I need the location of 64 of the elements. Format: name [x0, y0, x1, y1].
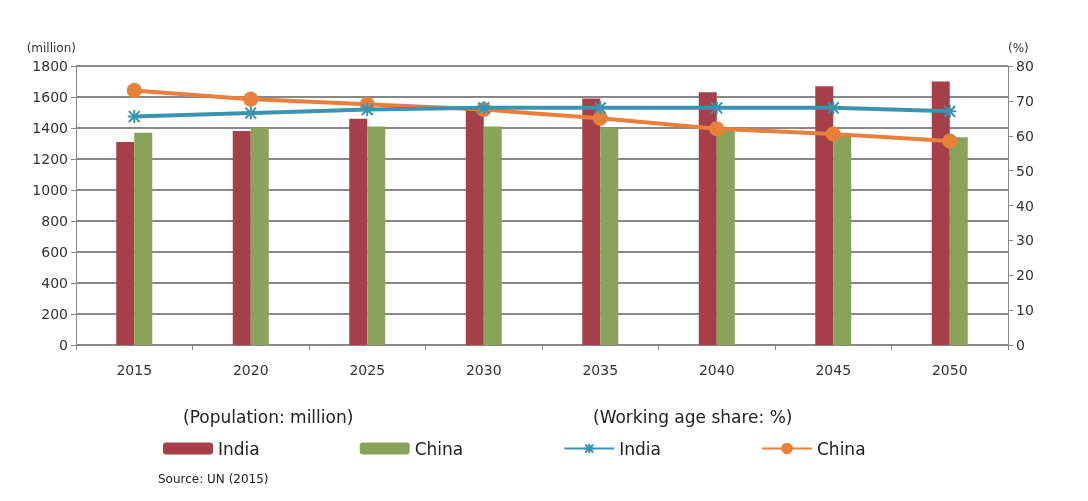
point: [126, 82, 142, 98]
point: [592, 110, 608, 126]
legend-label: China: [817, 438, 866, 459]
y2-tick-label: 20: [1016, 267, 1034, 284]
x-tick-label: 2040: [698, 362, 735, 378]
point: [825, 100, 841, 116]
bar: [815, 86, 834, 345]
bar: [600, 128, 619, 345]
x-tick-label: 2035: [582, 362, 619, 378]
bar: [698, 92, 717, 345]
bar: [367, 126, 386, 345]
bar: [483, 126, 502, 345]
y-tick-label: 800: [41, 213, 68, 229]
bar: [716, 131, 735, 345]
y-tick-label: 200: [41, 306, 68, 322]
point: [825, 126, 841, 142]
bar: [349, 118, 368, 345]
y-tick-label: 1200: [32, 151, 68, 167]
legend-label: China: [414, 438, 464, 459]
x-tick-label: 2020: [232, 362, 269, 378]
y2-tick-label: 80: [1016, 58, 1034, 74]
text: (Working age share: %): [593, 406, 793, 427]
bar: [232, 131, 251, 345]
text: (Population: million): [183, 406, 354, 427]
bar: [250, 128, 269, 345]
y2-tick-label: 50: [1016, 162, 1034, 179]
point: [243, 105, 259, 121]
bar: [931, 81, 950, 345]
y2-tick-label: 10: [1016, 302, 1034, 319]
bar: [582, 98, 601, 345]
point: [359, 102, 375, 118]
y-axis-title: (million): [26, 41, 76, 55]
point: [243, 91, 259, 107]
y2-tick-label: 40: [1016, 197, 1034, 214]
y2-tick-label: 70: [1016, 92, 1034, 109]
point: [592, 100, 608, 116]
y2-tick-label: 0: [1016, 337, 1025, 353]
point: [126, 109, 142, 125]
legend-label: India: [619, 438, 662, 459]
point: [709, 121, 725, 137]
point: [942, 103, 958, 119]
y2-tick-label: 30: [1016, 232, 1034, 249]
x-tick-label: 2015: [116, 362, 153, 378]
y2-axis-title: (%): [1008, 41, 1029, 55]
y2-tick-label: 60: [1016, 127, 1034, 144]
bar: [116, 141, 135, 345]
bar: [949, 137, 968, 345]
y-tick-label: 400: [41, 275, 68, 291]
point: [942, 133, 958, 149]
legend-label: India: [218, 438, 260, 459]
point: [709, 100, 725, 116]
x-tick-label: 2045: [815, 362, 852, 378]
y-tick-label: 1600: [32, 89, 68, 105]
y-tick-label: 1000: [32, 182, 68, 198]
x-tick-label: 2050: [931, 362, 968, 378]
x-tick-label: 2030: [465, 362, 502, 378]
bar: [134, 132, 153, 345]
y-tick-label: 600: [41, 244, 68, 260]
y-tick-label: 1800: [32, 58, 68, 74]
y-tick-label: 0: [59, 337, 68, 353]
source-note: Source: UN (2015): [158, 472, 269, 486]
bar: [833, 135, 852, 345]
x-tick-label: 2025: [349, 362, 386, 378]
y-tick-label: 1400: [32, 120, 68, 136]
